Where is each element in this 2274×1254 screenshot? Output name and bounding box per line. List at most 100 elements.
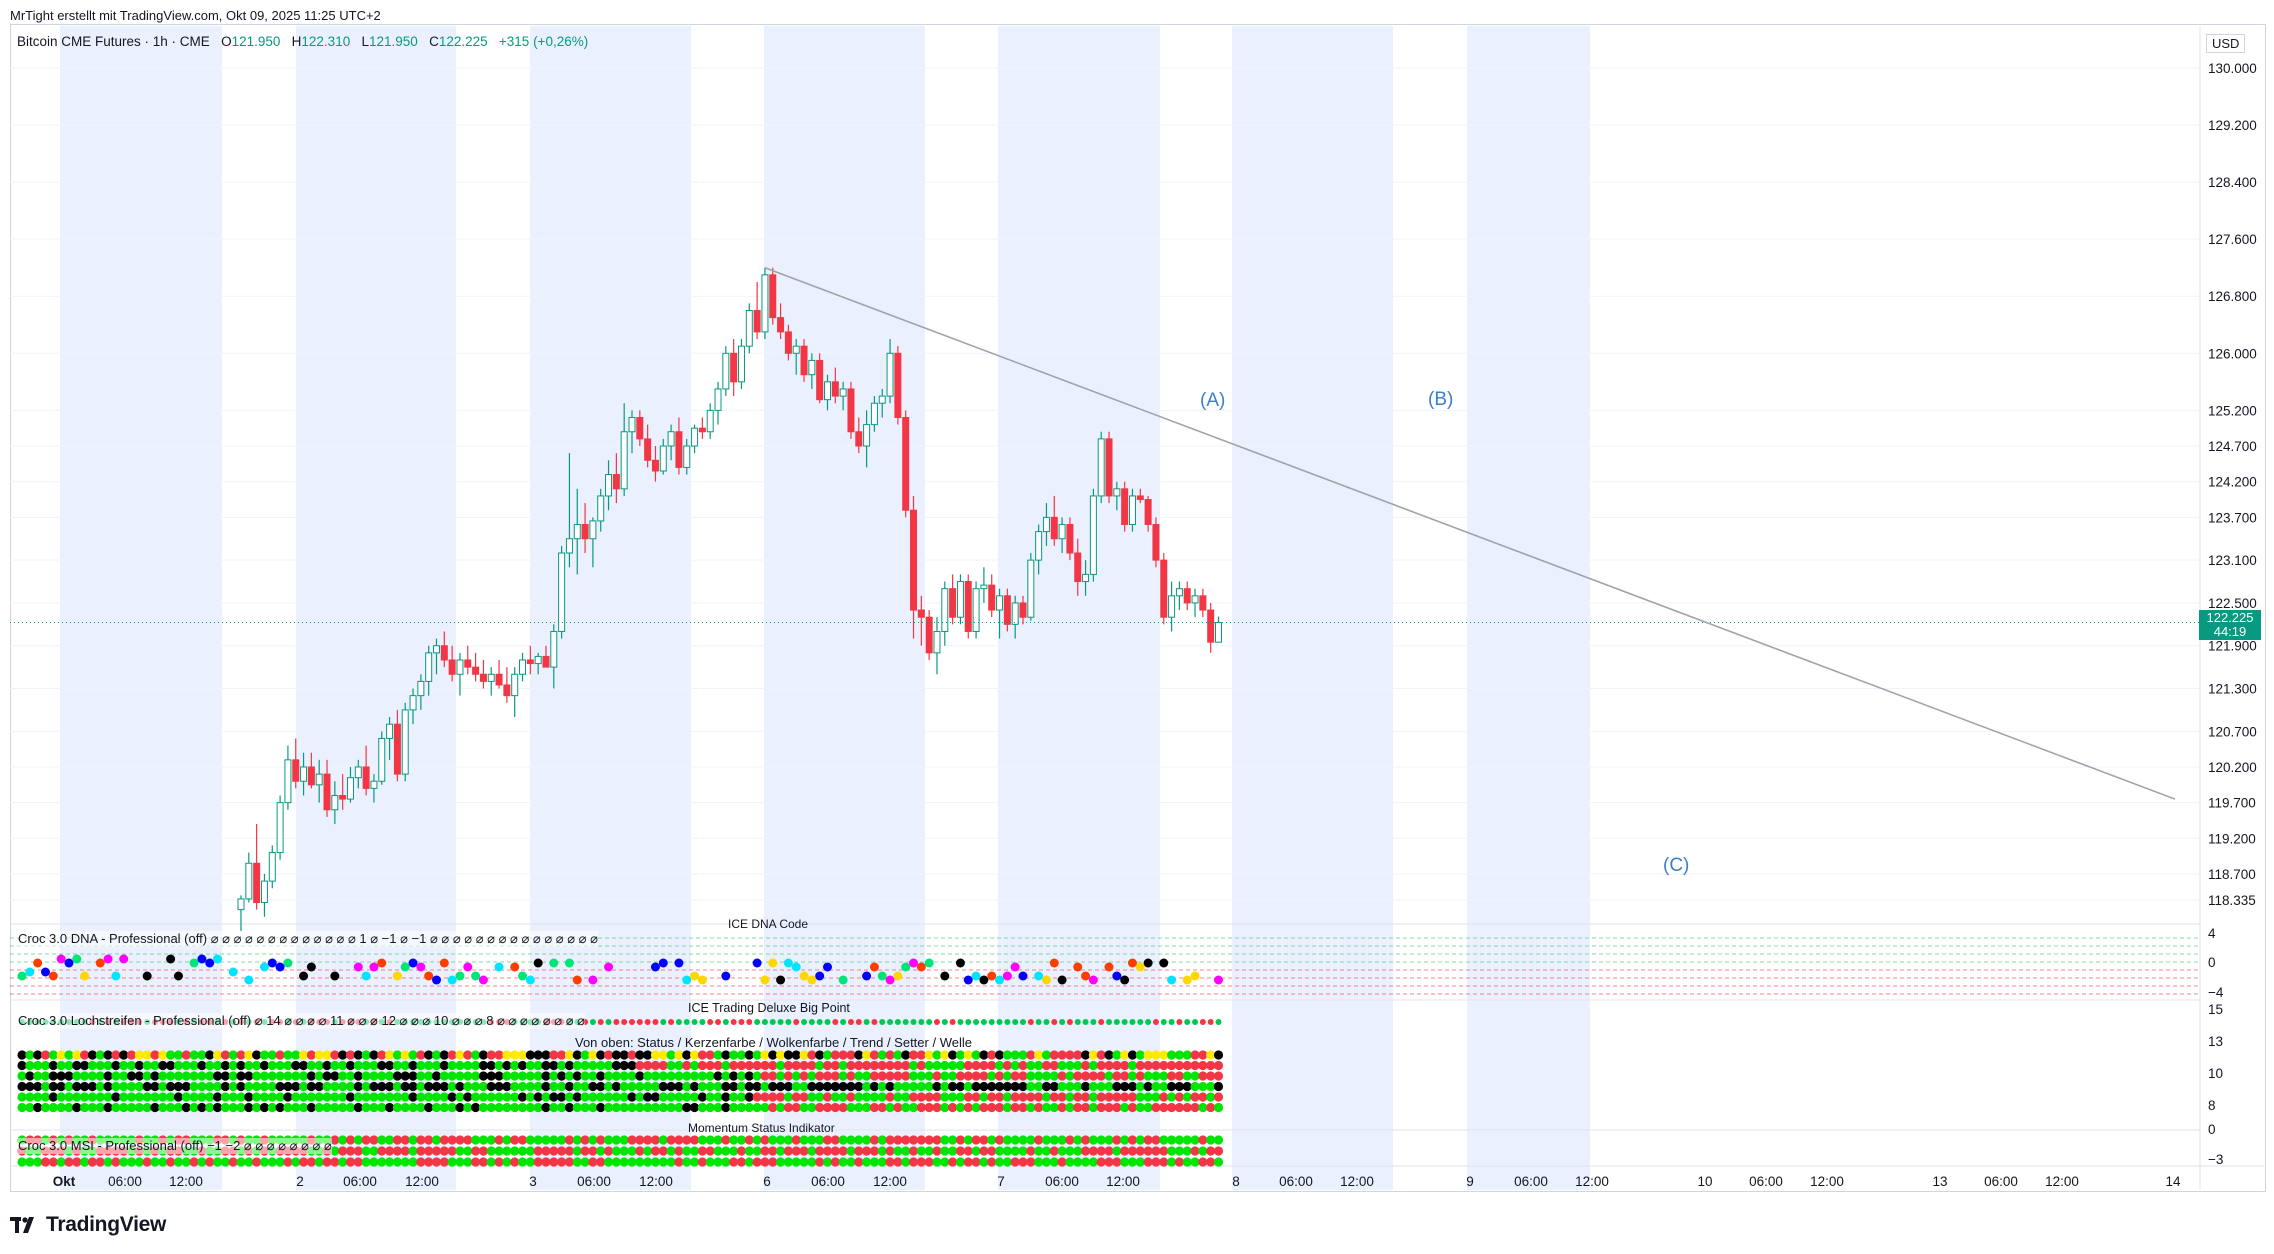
candle-body[interactable] <box>417 680 425 697</box>
candle-body[interactable] <box>886 352 894 397</box>
candle-body[interactable] <box>925 616 933 654</box>
candle-body[interactable] <box>346 777 354 800</box>
candle-body[interactable] <box>964 581 972 632</box>
candle-body[interactable] <box>526 659 534 665</box>
candle-body[interactable] <box>863 424 871 447</box>
tradingview-logo[interactable]: TradingView <box>10 1213 166 1237</box>
candle-body[interactable] <box>839 388 847 397</box>
candle-body[interactable] <box>456 659 464 675</box>
candle-body[interactable] <box>675 431 683 468</box>
candle-body[interactable] <box>714 388 722 411</box>
trendline[interactable] <box>764 266 2176 800</box>
candle-body[interactable] <box>276 802 284 854</box>
candle-body[interactable] <box>565 538 573 554</box>
candle-body[interactable] <box>1191 595 1199 604</box>
candle-body[interactable] <box>612 474 620 490</box>
candle-body[interactable] <box>737 345 745 383</box>
wave-label-c[interactable]: (C) <box>1663 855 1690 876</box>
candle-body[interactable] <box>1027 559 1035 618</box>
candle-body[interactable] <box>956 581 964 618</box>
candle-body[interactable] <box>393 723 401 775</box>
candle-body[interactable] <box>988 584 996 611</box>
candle-body[interactable] <box>816 359 824 401</box>
candle-body[interactable] <box>855 431 863 447</box>
candle-body[interactable] <box>870 402 878 426</box>
candle-body[interactable] <box>495 673 503 686</box>
candle-body[interactable] <box>472 666 480 675</box>
candle-body[interactable] <box>1183 588 1191 604</box>
candle-body[interactable] <box>370 780 378 789</box>
candle-body[interactable] <box>448 659 456 675</box>
candle-body[interactable] <box>753 310 761 333</box>
candle-body[interactable] <box>902 416 910 511</box>
candle-body[interactable] <box>1207 609 1215 643</box>
candle-body[interactable] <box>589 520 597 540</box>
candle-body[interactable] <box>386 723 394 739</box>
candle-body[interactable] <box>573 523 581 540</box>
candle-body[interactable] <box>362 766 370 789</box>
candle-body[interactable] <box>1215 622 1222 643</box>
candle-body[interactable] <box>910 509 918 611</box>
candle-body[interactable] <box>769 274 777 319</box>
candle-body[interactable] <box>542 655 550 668</box>
candle-body[interactable] <box>534 655 542 665</box>
candle-body[interactable] <box>245 862 253 900</box>
candle-body[interactable] <box>605 474 613 497</box>
candle-body[interactable] <box>339 795 347 800</box>
candle-body[interactable] <box>620 431 628 490</box>
candle-body[interactable] <box>1121 488 1129 525</box>
candle-body[interactable] <box>972 588 980 632</box>
candle-body[interactable] <box>659 445 667 472</box>
candle-body[interactable] <box>1089 495 1097 575</box>
candle-body[interactable] <box>1082 573 1090 583</box>
candle-body[interactable] <box>558 552 566 632</box>
lochstreifen-legend[interactable]: Croc 3.0 Lochstreifen - Professional (of… <box>18 1013 585 1029</box>
price-axis[interactable]: 130.000129.200128.400127.600126.800126.0… <box>2208 61 2257 1167</box>
candle-body[interactable] <box>284 759 292 804</box>
candle-body[interactable] <box>1136 495 1144 501</box>
candle-body[interactable] <box>237 898 245 911</box>
candle-body[interactable] <box>487 673 495 682</box>
candle-body[interactable] <box>667 431 675 447</box>
candle-body[interactable] <box>425 652 433 682</box>
candle-body[interactable] <box>292 759 300 782</box>
candle-body[interactable] <box>597 495 605 522</box>
candle-body[interactable] <box>706 409 714 433</box>
candle-body[interactable] <box>894 352 902 418</box>
candle-body[interactable] <box>479 673 487 682</box>
candle-body[interactable] <box>847 388 855 433</box>
candle-body[interactable] <box>253 862 261 903</box>
candle-body[interactable] <box>401 709 409 775</box>
candle-body[interactable] <box>691 427 699 447</box>
candle-body[interactable] <box>636 416 644 440</box>
candle-body[interactable] <box>644 438 652 461</box>
wave-label-b[interactable]: (B) <box>1428 389 1454 410</box>
candle-body[interactable] <box>917 609 925 618</box>
candle-body[interactable] <box>784 331 792 354</box>
candle-body[interactable] <box>824 381 831 401</box>
candle-body[interactable] <box>941 588 949 632</box>
candle-body[interactable] <box>300 766 308 782</box>
candle-body[interactable] <box>1175 588 1183 597</box>
candle-body[interactable] <box>1019 602 1027 618</box>
candle-body[interactable] <box>323 773 331 811</box>
candle-body[interactable] <box>808 359 816 376</box>
candle-body[interactable] <box>1003 595 1011 625</box>
candle-body[interactable] <box>1058 523 1066 540</box>
wave-label-a[interactable]: (A) <box>1200 390 1226 411</box>
candle-body[interactable] <box>878 395 886 404</box>
candle-body[interactable] <box>1074 552 1082 583</box>
currency-button[interactable]: USD <box>2206 34 2246 53</box>
candle-body[interactable] <box>378 737 386 782</box>
candle-body[interactable] <box>1050 516 1058 540</box>
candlesticks[interactable] <box>10 267 2200 932</box>
candle-body[interactable] <box>722 352 730 390</box>
candle-body[interactable] <box>1128 495 1136 525</box>
candle-body[interactable] <box>464 659 472 668</box>
candle-body[interactable] <box>1160 559 1168 618</box>
candle-body[interactable] <box>1199 595 1207 611</box>
candle-body[interactable] <box>519 659 527 675</box>
candle-body[interactable] <box>1042 516 1050 533</box>
candle-body[interactable] <box>730 352 738 383</box>
